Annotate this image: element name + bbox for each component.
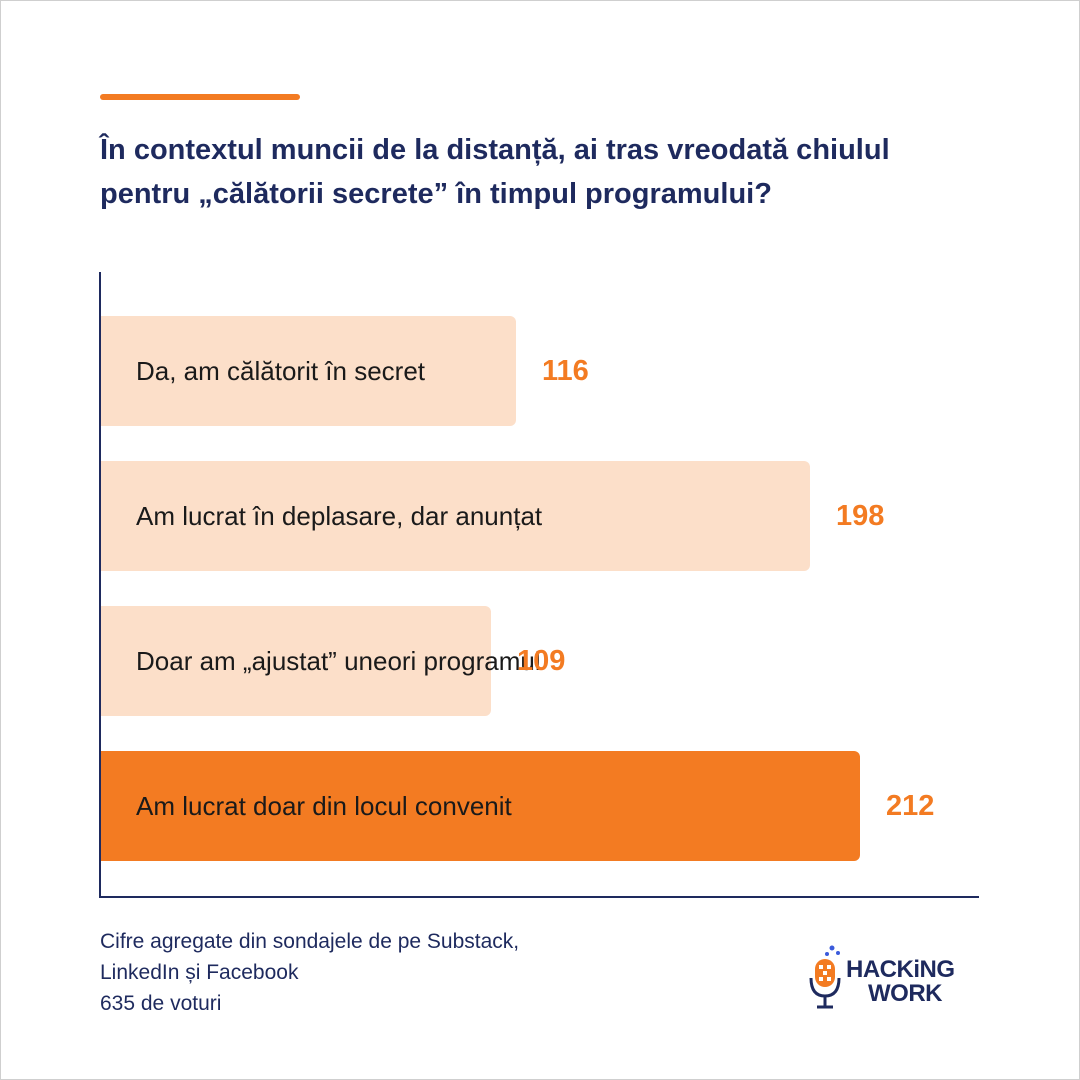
x-axis-line [99,896,979,898]
microphone-logo-icon [809,945,841,1009]
hacking-work-logo: HACKiNG WORK [808,944,983,1014]
chart-title-line-1: În contextul muncii de la distanță, ai t… [100,134,890,166]
bar-value-3: 109 [517,645,566,677]
bar-label-1: Da, am călătorit în secret [136,356,425,386]
logo-wordmark: HACKiNG WORK [846,958,955,1006]
chart-title-line-2: pentru „călătorii secrete” în timpul pro… [100,178,772,210]
chart-title: În contextul muncii de la distanță, ai t… [100,128,1000,216]
accent-line [100,94,300,100]
bar-value-1: 116 [542,355,589,387]
logo-line-2: WORK [868,980,942,1007]
bar-2 [101,461,810,571]
bar-value-4: 212 [886,790,935,822]
bar-value-2: 198 [836,500,885,532]
bar-4 [101,751,860,861]
footnote-line-2: LinkedIn și Facebook [100,961,299,984]
footnote: Cifre agregate din sondajele de pe Subst… [100,926,519,1019]
bar-label-4: Am lucrat doar din locul convenit [136,791,512,821]
footnote-line-3: 635 de voturi [100,992,222,1015]
logo-line-1: HACKiNG [846,956,955,983]
bar-1 [101,316,516,426]
footnote-line-1: Cifre agregate din sondajele de pe Subst… [100,930,520,953]
bar-3 [101,606,491,716]
bar-label-3: Doar am „ajustat” uneori programul [136,646,541,676]
bar-label-2: Am lucrat în deplasare, dar anunțat [136,501,543,531]
y-axis-line [99,272,101,898]
